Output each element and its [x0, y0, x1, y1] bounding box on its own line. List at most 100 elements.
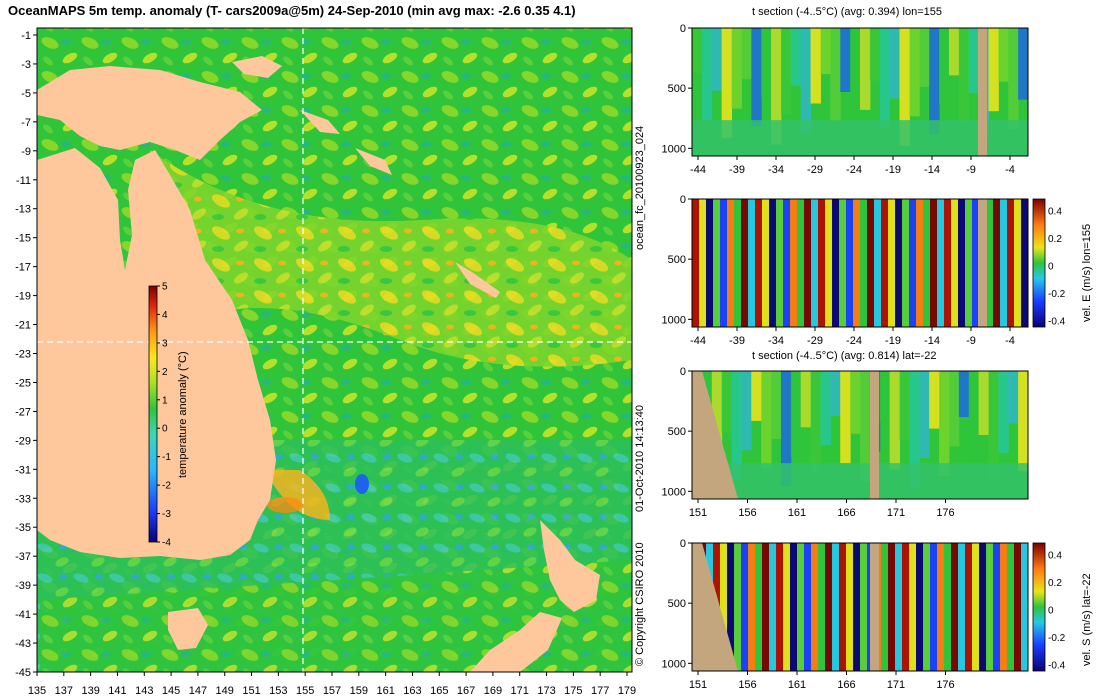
lat-tick-label: -31	[15, 464, 31, 476]
lat-tick-label: -33	[15, 493, 31, 505]
lon-tick-label: 179	[618, 685, 636, 697]
lon-tick-label: 159	[350, 685, 368, 697]
section-x-tick-label: -14	[924, 164, 940, 176]
lon-tick-label: 171	[511, 685, 529, 697]
section-x-tick-label: 161	[788, 507, 806, 519]
lat-tick-label: -15	[15, 233, 31, 245]
section-x-tick-label: -9	[966, 335, 976, 347]
lat-tick-label: -41	[15, 609, 31, 621]
land-section	[692, 371, 738, 499]
section-x-tick-label: -29	[807, 335, 823, 347]
land-new-guinea	[37, 66, 262, 160]
lat-tick-label: -37	[15, 551, 31, 563]
colorbar-tick-label: -3	[162, 509, 171, 520]
section-x-tick-label: 156	[738, 679, 756, 691]
map-colorbar-label: temperature anomaly (°C)	[177, 351, 189, 478]
depth-tick-label: 500	[668, 83, 686, 95]
colorbar-tick-label: 3	[162, 338, 168, 349]
lon-tick-label: 155	[296, 685, 314, 697]
depth-tick-label: 0	[680, 194, 686, 206]
lat-tick-label: -11	[16, 175, 31, 187]
lat-axis: -1 -3 -5 -7 -9 -11 -13 -15 -17 -19 -21 -23 -25 -27 -29…	[15, 30, 37, 679]
colorbar-tick-label: -2	[162, 481, 171, 492]
lon-tick-label: 173	[537, 685, 555, 697]
lon-tick-label: 161	[376, 685, 394, 697]
lat-tick-label: -39	[15, 580, 31, 592]
lat-tick-label: -25	[15, 377, 31, 389]
lon-tick-label: 137	[55, 685, 73, 697]
depth-tick-label: 1000	[662, 314, 686, 326]
lon-axis: 135 137 139 141 143 145 147 149 151 153 155 157 159 1…	[28, 672, 636, 697]
depth-tick-label: 1000	[662, 486, 686, 498]
lon-tick-label: 139	[81, 685, 99, 697]
lon-tick-label: 177	[591, 685, 609, 697]
section-x-tick-label: -44	[690, 164, 706, 176]
map-panel: -1-3-5-7-9-11-13-15-17-19-21-23-25-27-29…	[15, 27, 636, 697]
land-gap	[978, 28, 987, 156]
lat-tick-label: -1	[21, 30, 31, 42]
velocity-colorbar-tick: -0.4	[1048, 661, 1066, 672]
velocity-colorbar-tick: -0.2	[1048, 633, 1066, 644]
colorbar-tick-label: -1	[162, 452, 171, 463]
lat-tick-label: -9	[21, 146, 31, 158]
lat-tick-label: -13	[15, 204, 31, 216]
lat-tick-label: -29	[15, 435, 31, 447]
land-new-caledonia	[455, 262, 500, 298]
lat-tick-label: -45	[15, 667, 31, 679]
colorbar-tick-label: 4	[162, 310, 168, 321]
map-colorbar	[148, 285, 158, 543]
lat-tick-label: -35	[15, 522, 31, 534]
section-x-tick-label: -14	[924, 335, 940, 347]
depth-tick-label: 1000	[662, 143, 686, 155]
land-gap	[978, 199, 987, 327]
section-x-tick-label: 176	[936, 679, 954, 691]
lat-tick-label: -3	[21, 59, 31, 71]
land-gap	[870, 371, 879, 499]
section-x-tick-label: 156	[738, 507, 756, 519]
depth-tick-label: 0	[680, 23, 686, 35]
panel2-colorbar-label: vel. E (m/s) lon=155	[1081, 223, 1093, 322]
section-x-tick-label: -34	[768, 335, 784, 347]
land-new-zealand-south	[470, 612, 562, 672]
section-x-tick-label: 166	[837, 507, 855, 519]
section-x-tick-label: 166	[837, 679, 855, 691]
velocity-colorbar-tick: 0.4	[1048, 207, 1062, 218]
velocity-colorbar-tick: 0.4	[1048, 551, 1062, 562]
velocity-colorbar-tick: 0.2	[1048, 234, 1062, 245]
colorbar-tick-label: 0	[162, 424, 168, 435]
section-x-tick-label: -34	[768, 164, 784, 176]
section-x-tick-label: -24	[846, 335, 862, 347]
lon-tick-label: 153	[269, 685, 287, 697]
lon-tick-label: 143	[135, 685, 153, 697]
lon-tick-label: 169	[484, 685, 502, 697]
depth-tick-label: 0	[680, 366, 686, 378]
depth-tick-label: 1000	[662, 658, 686, 670]
section-x-tick-label: -39	[729, 335, 745, 347]
lon-tick-label: 157	[323, 685, 341, 697]
lon-tick-label: 141	[108, 685, 126, 697]
section-x-tick-label: -4	[1005, 335, 1015, 347]
lat-tick-label: -23	[15, 349, 31, 361]
section-x-tick-label: 161	[788, 679, 806, 691]
lat-tick-label: -7	[21, 117, 31, 129]
section-x-tick-label: -39	[729, 164, 745, 176]
lon-tick-label: 147	[189, 685, 207, 697]
section-x-tick-label: 151	[689, 679, 707, 691]
section-panel-1: 0 500 1000 -44 -39 -34 -29 -24 -19 -14 -9 -4	[662, 23, 1029, 176]
colorbar-tick-label: 2	[162, 367, 168, 378]
velocity-colorbar	[1032, 198, 1046, 328]
section-x-tick-label: -9	[966, 164, 976, 176]
section-x-tick-label: -24	[846, 164, 862, 176]
panel1-title: t section (-4..5°C) (avg: 0.394) lon=155	[752, 6, 942, 18]
depth-tick-label: 0	[680, 538, 686, 550]
section-x-tick-label: 151	[689, 507, 707, 519]
lon-tick-label: 145	[162, 685, 180, 697]
land-tasmania	[168, 608, 208, 650]
section-panel-2: 0 500 1000 -44 -39 -34 -29 -24 -19 -14 -9 -4 0.4 0.2 0…	[662, 194, 1066, 347]
section-x-tick-label: -19	[885, 164, 901, 176]
land-gap	[870, 543, 879, 671]
land-new-zealand-north	[540, 520, 600, 612]
lon-tick-label: 165	[430, 685, 448, 697]
